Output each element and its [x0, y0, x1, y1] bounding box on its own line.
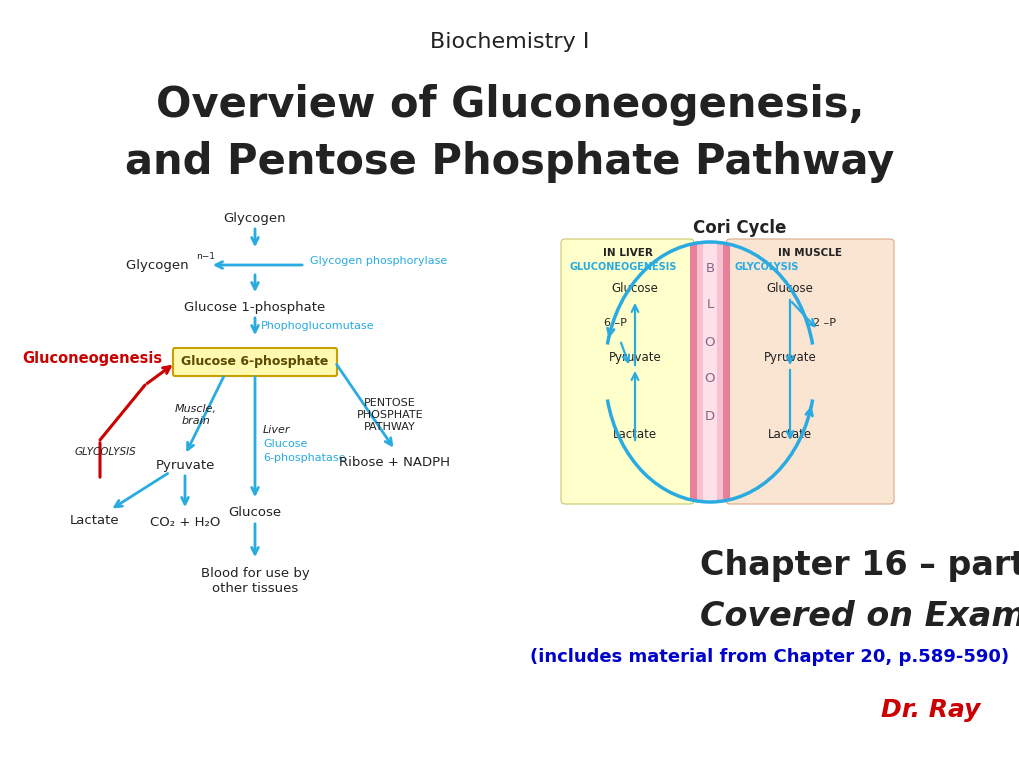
Text: Biochemistry I: Biochemistry I: [430, 32, 589, 52]
Text: IN MUSCLE: IN MUSCLE: [777, 248, 841, 258]
Text: Lactate: Lactate: [70, 513, 119, 526]
Text: IN LIVER: IN LIVER: [602, 248, 652, 258]
Text: Glucose 1-phosphate: Glucose 1-phosphate: [184, 301, 325, 314]
Text: Dr. Ray: Dr. Ray: [879, 698, 979, 722]
Polygon shape: [696, 243, 722, 500]
FancyBboxPatch shape: [726, 239, 893, 504]
Text: Glucose: Glucose: [611, 282, 658, 295]
Text: Ribose + NADPH: Ribose + NADPH: [339, 455, 450, 468]
Text: GLUCONEOGENESIS: GLUCONEOGENESIS: [570, 262, 677, 272]
Text: PENTOSE
PHOSPHATE
PATHWAY: PENTOSE PHOSPHATE PATHWAY: [357, 399, 423, 431]
Text: Phophoglucomutase: Phophoglucomutase: [261, 321, 374, 331]
Text: GLYCOLYSIS: GLYCOLYSIS: [74, 447, 136, 457]
Text: Gluconeogenesis: Gluconeogenesis: [22, 350, 162, 366]
FancyBboxPatch shape: [560, 239, 693, 504]
Text: Cori Cycle: Cori Cycle: [693, 219, 786, 237]
Text: Glycogen phosphorylase: Glycogen phosphorylase: [310, 256, 446, 266]
Text: Lactate: Lactate: [767, 428, 811, 441]
Text: Pyruvate: Pyruvate: [608, 351, 660, 364]
Text: O: O: [704, 373, 714, 386]
Text: other tissues: other tissues: [212, 581, 298, 594]
Text: Glycogen: Glycogen: [126, 259, 193, 272]
Polygon shape: [702, 243, 716, 500]
Text: Blood for use by: Blood for use by: [201, 567, 309, 580]
Text: L: L: [706, 298, 713, 311]
Text: Pyruvate: Pyruvate: [763, 351, 815, 364]
Text: Glucose 6-phosphate: Glucose 6-phosphate: [181, 356, 328, 369]
Text: Muscle,
brain: Muscle, brain: [175, 404, 217, 426]
Text: 2 –P: 2 –P: [813, 318, 836, 328]
Text: Lactate: Lactate: [612, 428, 656, 441]
Text: 6 –P: 6 –P: [603, 318, 626, 328]
Text: (includes material from Chapter 20, p.589-590): (includes material from Chapter 20, p.58…: [530, 648, 1008, 666]
Polygon shape: [689, 243, 730, 500]
Text: Chapter 16 – part 3: Chapter 16 – part 3: [699, 549, 1019, 581]
Text: Glucose: Glucose: [263, 439, 307, 449]
Text: n−1: n−1: [196, 252, 215, 261]
Text: Glucose: Glucose: [228, 506, 281, 519]
Text: Liver: Liver: [263, 425, 290, 435]
Text: B: B: [705, 262, 714, 275]
FancyBboxPatch shape: [173, 348, 336, 376]
Text: Overview of Gluconeogenesis,: Overview of Gluconeogenesis,: [156, 84, 863, 126]
Text: 6-phosphatase: 6-phosphatase: [263, 453, 345, 463]
Text: Glycogen: Glycogen: [223, 211, 286, 224]
Text: Covered on Exam 3: Covered on Exam 3: [699, 601, 1019, 633]
Text: and Pentose Phosphate Pathway: and Pentose Phosphate Pathway: [125, 141, 894, 183]
Text: O: O: [704, 336, 714, 349]
Text: Pyruvate: Pyruvate: [155, 458, 214, 471]
Text: Glucose: Glucose: [766, 282, 812, 295]
Text: CO₂ + H₂O: CO₂ + H₂O: [150, 516, 220, 529]
Text: D: D: [704, 409, 714, 422]
Text: GLYCOLYSIS: GLYCOLYSIS: [735, 262, 799, 272]
